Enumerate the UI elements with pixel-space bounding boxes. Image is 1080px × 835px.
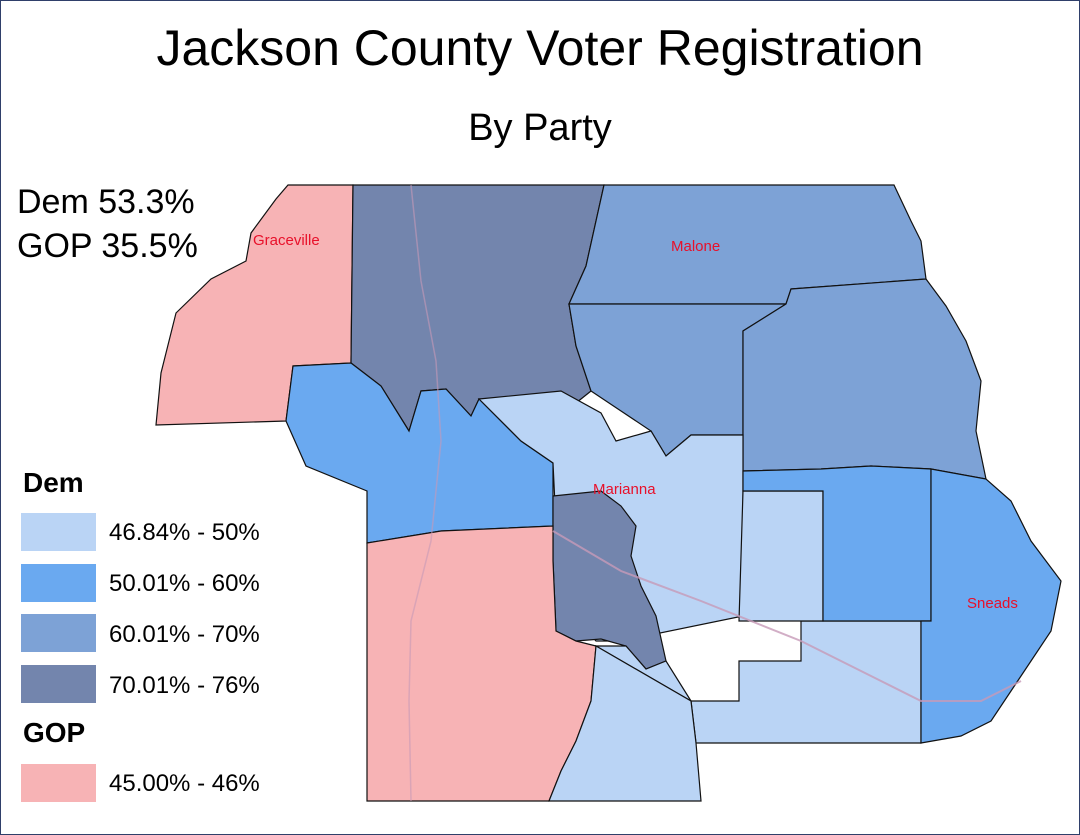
district-sneads (920, 468, 1062, 744)
legend-swatch-gop-1 (21, 764, 96, 802)
town-label-sneads: Sneads (967, 595, 1018, 612)
legend-swatch-dem-2 (21, 564, 96, 602)
map-title: Jackson County Voter Registration (156, 20, 924, 76)
district-south-west-strip (548, 645, 702, 802)
gop-total: GOP 35.5% (17, 227, 198, 265)
legend-label-gop-1: 45.00% - 46% (109, 770, 260, 797)
legend-gop-heading: GOP (23, 717, 86, 748)
district-center-east (738, 490, 824, 622)
legend-swatch-dem-4 (21, 665, 96, 703)
highway-road (408, 184, 442, 802)
legend-swatch-dem-1 (21, 513, 96, 551)
legend-swatch-dem-3 (21, 614, 96, 652)
legend-dem-heading: Dem (23, 467, 84, 498)
legend-label-dem-1: 46.84% - 50% (109, 519, 260, 546)
dem-total: Dem 53.3% (17, 183, 195, 221)
legend-label-dem-4: 70.01% - 76% (109, 672, 260, 699)
district-east (742, 278, 987, 480)
legend-label-dem-2: 50.01% - 60% (109, 570, 260, 597)
map-subtitle: By Party (468, 107, 612, 149)
town-label-marianna: Marianna (593, 481, 656, 498)
town-label-malone: Malone (671, 238, 720, 255)
interstate-road (552, 530, 1022, 702)
town-label-graceville: Graceville (253, 232, 320, 249)
legend-label-dem-3: 60.01% - 70% (109, 621, 260, 648)
